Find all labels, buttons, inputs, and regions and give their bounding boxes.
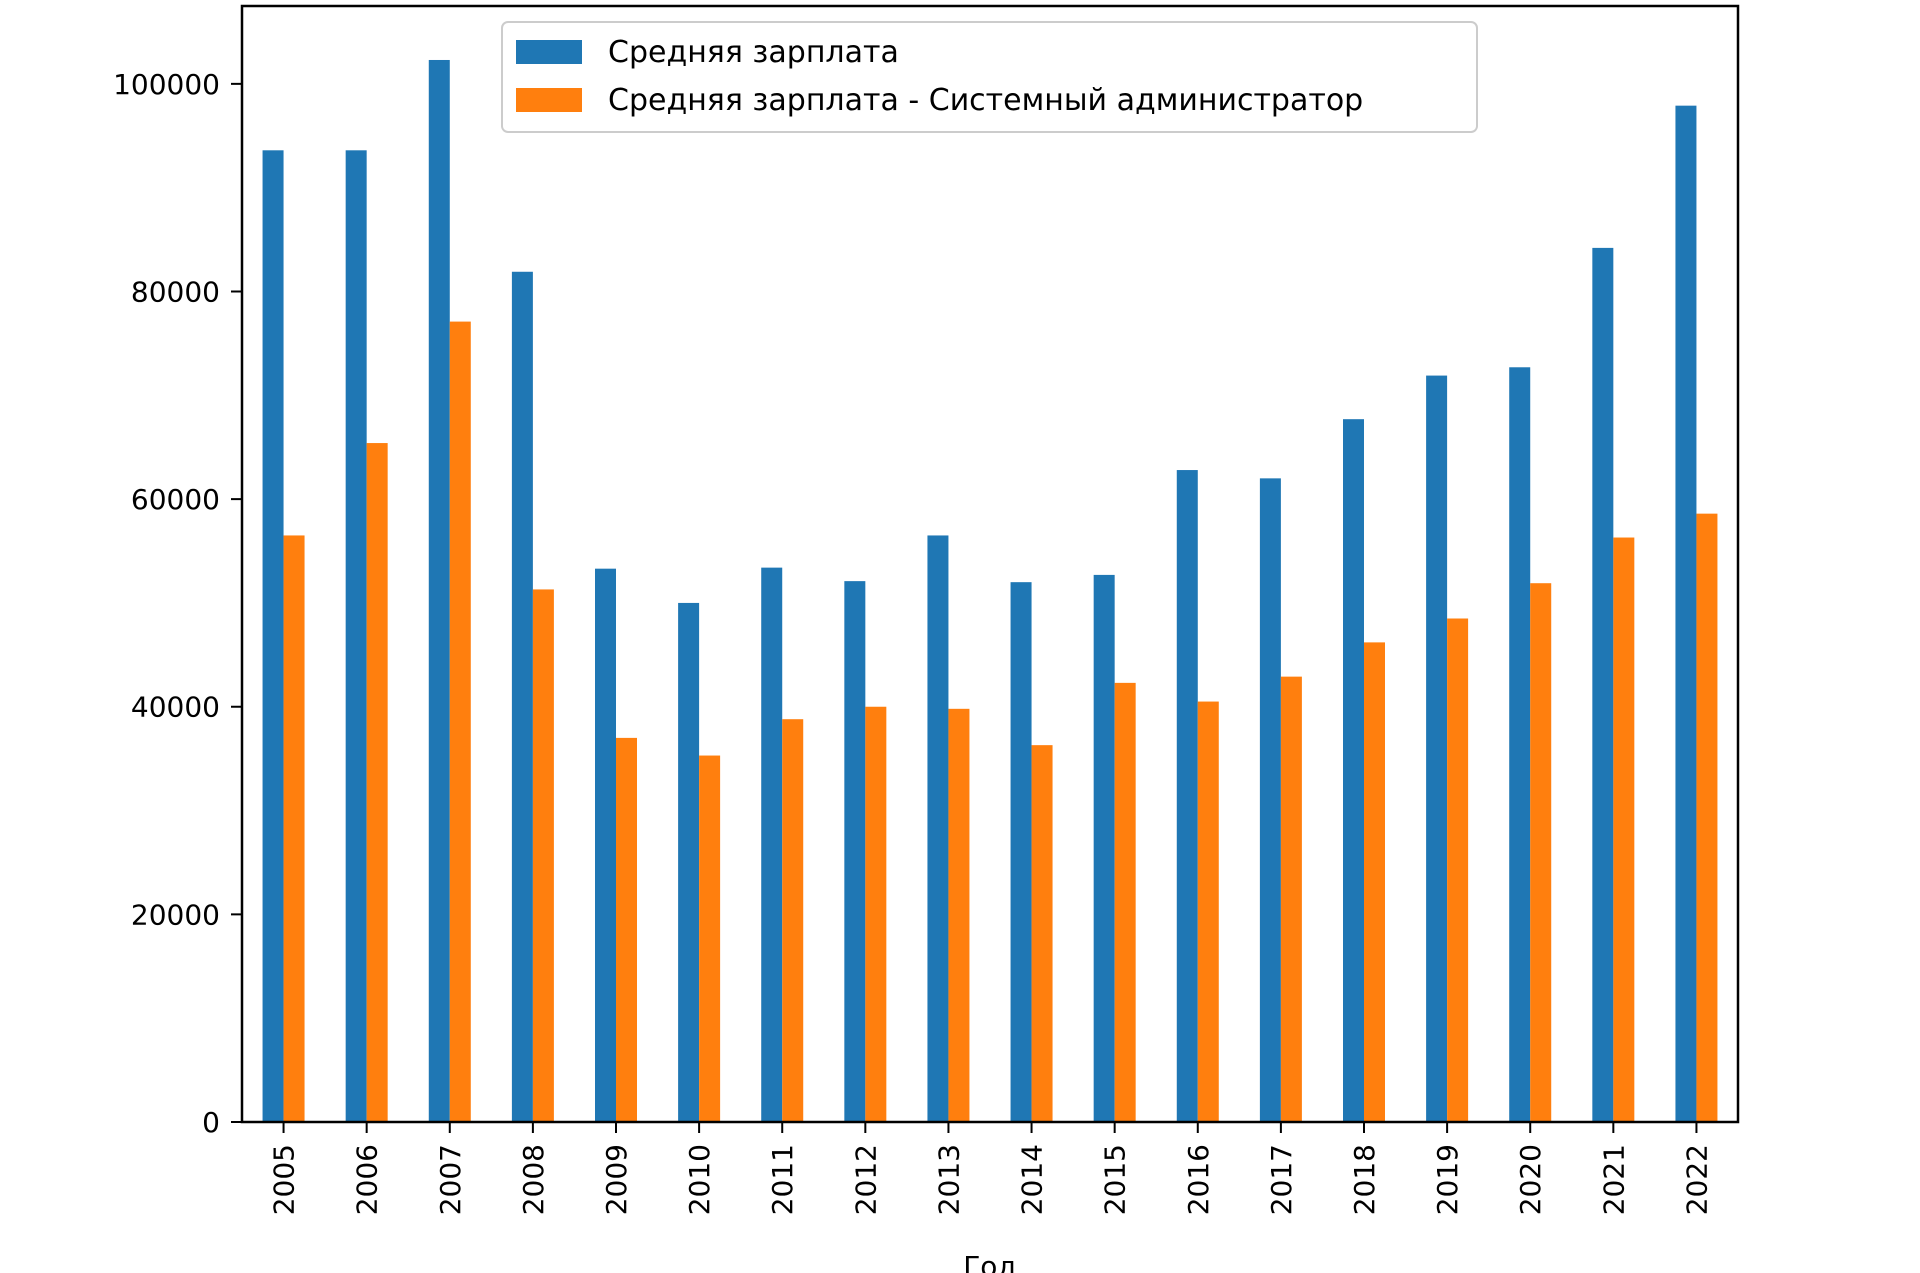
bar-avg-salary-2022 xyxy=(1675,105,1697,1123)
bar-sysadmin-salary-2022 xyxy=(1696,513,1718,1122)
bar-sysadmin-salary-2012 xyxy=(865,706,887,1122)
bar-sysadmin-salary-2010 xyxy=(699,755,721,1122)
bar-avg-salary-2014 xyxy=(1010,582,1032,1122)
bar-avg-salary-2021 xyxy=(1592,247,1614,1123)
legend: Средняя зарплата Средняя зарплата - Сист… xyxy=(501,21,1478,133)
y-tick-label-60000: 60000 xyxy=(131,483,220,516)
x-tick-label-2006: 2006 xyxy=(351,1144,384,1215)
bars-group xyxy=(262,59,1718,1123)
x-tick-label-2020: 2020 xyxy=(1514,1144,1547,1215)
y-tick-label-80000: 80000 xyxy=(131,275,220,308)
bar-sysadmin-salary-2021 xyxy=(1613,537,1635,1122)
x-tick-label-2014: 2014 xyxy=(1016,1144,1049,1215)
bar-avg-salary-2008 xyxy=(511,271,533,1122)
legend-swatch-sysadmin-salary xyxy=(516,88,582,112)
bar-avg-salary-2007 xyxy=(428,59,450,1122)
x-axis-ticks: 2005 2006 2007 2008 2009 2010 2011 2012 2013 2014… xyxy=(268,1122,1713,1215)
legend-swatch-avg-salary xyxy=(516,40,582,64)
x-tick-label-2010: 2010 xyxy=(683,1144,716,1215)
legend-label-sysadmin-salary: Средняя зарплата - Системный администрат… xyxy=(608,83,1363,118)
bar-sysadmin-salary-2011 xyxy=(782,719,804,1122)
y-tick-label-100000: 100000 xyxy=(113,68,220,101)
bar-sysadmin-salary-2015 xyxy=(1114,682,1136,1122)
bar-avg-salary-2011 xyxy=(761,567,783,1122)
x-tick-label-2012: 2012 xyxy=(849,1144,882,1215)
bar-sysadmin-salary-2009 xyxy=(616,737,637,1122)
bar-sysadmin-salary-2005 xyxy=(283,535,305,1122)
legend-box xyxy=(501,21,1478,133)
y-axis-ticks: 0 20000 40000 60000 80000 100000 xyxy=(113,68,242,1139)
y-tick-label-0: 0 xyxy=(202,1106,220,1139)
x-tick-label-2019: 2019 xyxy=(1431,1144,1464,1215)
x-tick-label-2022: 2022 xyxy=(1680,1144,1713,1215)
bar-sysadmin-salary-2014 xyxy=(1031,745,1053,1122)
bar-sysadmin-salary-2016 xyxy=(1197,701,1219,1122)
bar-avg-salary-2019 xyxy=(1426,375,1448,1123)
x-axis-label: Год xyxy=(963,1250,1017,1273)
y-tick-label-20000: 20000 xyxy=(131,898,220,931)
legend-label-avg-salary: Средняя зарплата xyxy=(608,35,899,70)
bar-avg-salary-2010 xyxy=(678,602,700,1122)
bar-avg-salary-2016 xyxy=(1176,470,1198,1123)
bar-avg-salary-2017 xyxy=(1259,478,1281,1122)
x-tick-label-2018: 2018 xyxy=(1348,1144,1381,1215)
bar-avg-salary-2013 xyxy=(927,535,949,1122)
x-tick-label-2016: 2016 xyxy=(1182,1144,1215,1215)
y-tick-label-40000: 40000 xyxy=(131,691,220,724)
x-tick-label-2008: 2008 xyxy=(517,1144,550,1215)
x-tick-label-2017: 2017 xyxy=(1265,1144,1298,1215)
bar-sysadmin-salary-2020 xyxy=(1530,583,1552,1122)
x-tick-label-2011: 2011 xyxy=(766,1144,799,1215)
x-tick-label-2015: 2015 xyxy=(1099,1144,1132,1215)
x-tick-label-2005: 2005 xyxy=(268,1144,301,1215)
bar-avg-salary-2015 xyxy=(1093,574,1115,1122)
bar-avg-salary-2009 xyxy=(595,568,616,1122)
bar-sysadmin-salary-2008 xyxy=(532,589,554,1122)
x-tick-label-2021: 2021 xyxy=(1597,1144,1630,1215)
bar-avg-salary-2020 xyxy=(1509,367,1531,1122)
bar-sysadmin-salary-2017 xyxy=(1280,676,1302,1122)
bar-avg-salary-2018 xyxy=(1343,419,1364,1122)
bar-avg-salary-2005 xyxy=(262,150,284,1122)
bar-avg-salary-2012 xyxy=(844,581,866,1122)
plot-frame xyxy=(240,4,1740,1124)
x-tick-label-2009: 2009 xyxy=(600,1144,633,1215)
bar-sysadmin-salary-2007 xyxy=(449,321,471,1122)
bar-avg-salary-2006 xyxy=(345,150,367,1122)
x-tick-label-2013: 2013 xyxy=(932,1144,965,1215)
x-tick-label-2007: 2007 xyxy=(434,1144,467,1215)
bar-sysadmin-salary-2006 xyxy=(366,443,388,1122)
bar-sysadmin-salary-2018 xyxy=(1364,642,1385,1122)
bar-sysadmin-salary-2013 xyxy=(948,708,970,1122)
bar-sysadmin-salary-2019 xyxy=(1447,618,1469,1122)
